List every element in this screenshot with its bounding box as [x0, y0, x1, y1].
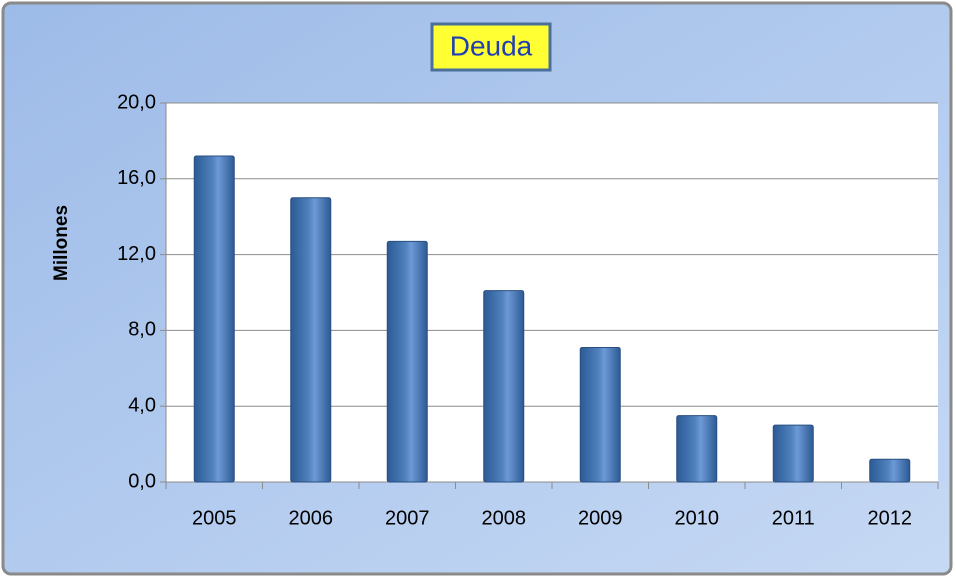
y-tick-label: 12,0 — [117, 243, 156, 265]
bar — [772, 424, 814, 483]
x-tick-label: 2012 — [868, 507, 913, 529]
x-tick-label: 2010 — [675, 507, 720, 529]
y-axis-label: Millones — [51, 205, 72, 281]
y-tick-label: 0,0 — [128, 470, 156, 492]
bar — [386, 240, 428, 483]
y-tick-label: 16,0 — [117, 167, 156, 189]
x-tick-label: 2007 — [385, 507, 430, 529]
x-tick-label: 2006 — [289, 507, 334, 529]
title-box — [430, 22, 552, 72]
y-tick-label: 8,0 — [128, 319, 156, 341]
bar — [290, 197, 332, 483]
y-tick-label: 4,0 — [128, 394, 156, 416]
x-tick-label: 2011 — [772, 507, 815, 529]
x-tick-label: 2005 — [192, 507, 237, 529]
bar — [483, 290, 525, 483]
x-tick-label: 2008 — [482, 507, 527, 529]
plot-area — [166, 103, 938, 482]
y-tick-label: 20,0 — [117, 91, 156, 113]
x-tick-label: 2009 — [578, 507, 623, 529]
chart-title: Deuda — [450, 30, 533, 61]
bar — [869, 458, 911, 483]
bar — [579, 346, 621, 483]
bar — [676, 415, 718, 483]
bar — [193, 155, 235, 483]
